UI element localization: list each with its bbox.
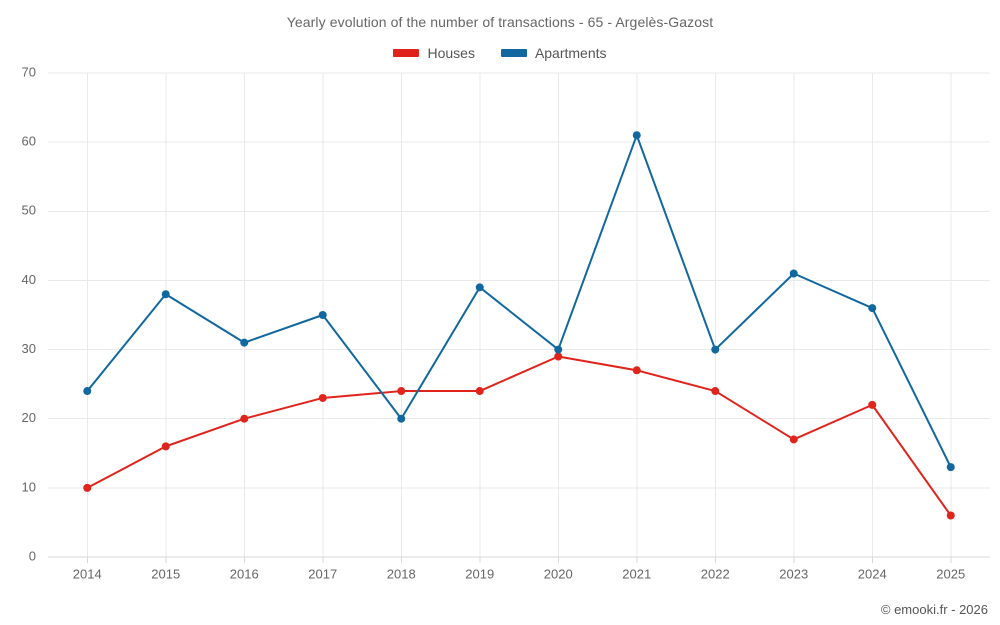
data-point[interactable] xyxy=(318,393,327,402)
x-axis-tick-label: 2019 xyxy=(465,567,494,582)
legend-color-swatch-apartments xyxy=(500,49,527,57)
x-axis-tick-label: 2024 xyxy=(858,567,887,582)
data-point[interactable] xyxy=(632,366,641,375)
series-houses xyxy=(83,352,955,520)
legend-color-swatch-houses xyxy=(393,49,420,57)
x-axis-tick-label: 2022 xyxy=(701,567,730,582)
data-point[interactable] xyxy=(789,435,798,444)
x-axis-tick-label: 2023 xyxy=(779,567,808,582)
legend-label-apartments: Apartments xyxy=(534,45,607,61)
x-axis-tick-label: 2021 xyxy=(622,567,651,582)
x-axis-tick-label: 2014 xyxy=(73,567,102,582)
y-axis-tick-label: 30 xyxy=(22,341,36,356)
chart-title: Yearly evolution of the number of transa… xyxy=(286,14,714,30)
data-point[interactable] xyxy=(318,311,327,319)
data-point[interactable] xyxy=(868,400,877,409)
data-point[interactable] xyxy=(475,283,484,292)
data-point[interactable] xyxy=(789,269,798,278)
y-axis-tick-label: 20 xyxy=(22,410,36,425)
y-axis-tick-label: 50 xyxy=(22,203,36,218)
x-axis-tick-label: 2016 xyxy=(230,567,259,582)
y-axis-tick-label: 60 xyxy=(22,134,36,149)
data-point[interactable] xyxy=(711,345,720,354)
data-point[interactable] xyxy=(240,338,249,347)
data-point[interactable] xyxy=(946,463,955,472)
data-point[interactable] xyxy=(868,304,877,313)
x-axis-tick-label: 2015 xyxy=(151,567,180,582)
series-line-apartments xyxy=(86,134,952,469)
data-point[interactable] xyxy=(83,387,92,396)
y-axis-tick-label: 70 xyxy=(22,64,36,79)
x-axis-tick-label: 2017 xyxy=(308,567,337,582)
data-point[interactable] xyxy=(397,387,406,396)
data-point[interactable] xyxy=(397,414,406,423)
chart-legend: Houses Apartments xyxy=(0,45,1000,61)
x-axis-tick-label: 2025 xyxy=(936,567,965,582)
y-axis-tick-label: 0 xyxy=(29,548,36,563)
series-apartments xyxy=(83,131,955,472)
legend-label-houses: Houses xyxy=(427,45,475,61)
x-axis-tick-label: 2018 xyxy=(387,567,416,582)
data-point[interactable] xyxy=(946,511,955,520)
data-point[interactable] xyxy=(240,414,249,423)
legend-item-apartments[interactable]: Apartments xyxy=(500,45,607,61)
data-point[interactable] xyxy=(554,352,563,361)
data-point[interactable] xyxy=(161,290,170,299)
y-axis-tick-label: 40 xyxy=(22,272,36,287)
data-point[interactable] xyxy=(161,442,170,451)
data-point[interactable] xyxy=(475,387,484,396)
data-point[interactable] xyxy=(554,345,563,354)
legend-item-houses[interactable]: Houses xyxy=(393,45,475,61)
data-point[interactable] xyxy=(711,387,720,396)
data-point[interactable] xyxy=(83,483,92,492)
x-axis-tick-label: 2020 xyxy=(544,567,573,582)
footer-credit: © emooki.fr - 2026 xyxy=(880,602,988,617)
data-point[interactable] xyxy=(632,131,641,140)
series-line-houses xyxy=(86,355,952,517)
y-axis-tick-label: 10 xyxy=(22,479,36,494)
